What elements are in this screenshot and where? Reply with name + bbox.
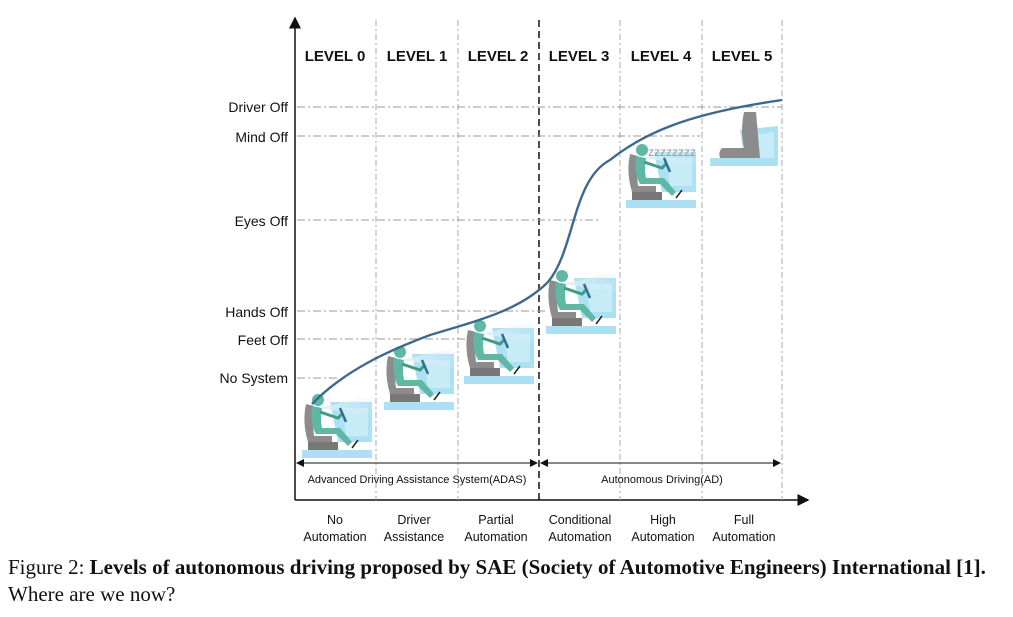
bottom-label-2-line2: Automation [464,530,527,544]
bottom-labels: No Automation Driver Assistance Partial … [303,513,775,544]
level-5-label: LEVEL 5 [712,48,773,65]
adas-span-label: Advanced Driving Assistance System(ADAS) [308,474,527,486]
caption-rest: Where are we now? [8,582,176,606]
bottom-label-4-line2: Automation [631,530,694,544]
level-3-driver-illustration [544,268,618,336]
bottom-label-3-line2: Automation [548,530,611,544]
level-4-label: LEVEL 4 [631,48,692,65]
level-3-label: LEVEL 3 [549,48,610,65]
y-label-hands-off: Hands Off [225,304,288,320]
y-label-mind-off: Mind Off [235,129,288,145]
bottom-label-2-line1: Partial [478,513,513,527]
level-1-label: LEVEL 1 [387,48,448,65]
level-2-driver-illustration [462,318,536,386]
level-1-driver-illustration [382,344,456,412]
sleep-zzz-text: zzzzzzzz [648,145,696,159]
level-5-empty-seat-illustration [710,112,778,166]
bottom-label-5-line1: Full [734,513,754,527]
bottom-label-3-line1: Conditional [549,513,612,527]
level-headers: LEVEL 0 LEVEL 1 LEVEL 2 LEVEL 3 LEVEL 4 … [305,48,773,65]
y-labels: Driver Off Mind Off Eyes Off Hands Off F… [220,99,289,386]
level-0-label: LEVEL 0 [305,48,366,65]
caption-prefix: Figure 2: [8,555,90,579]
bottom-label-0-line2: Automation [303,530,366,544]
bottom-label-0-line1: No [327,513,343,527]
ad-span-label: Autonomous Driving(AD) [601,474,723,486]
bottom-label-4-line1: High [650,513,676,527]
bottom-label-1-line1: Driver [397,513,430,527]
caption-bold: Levels of autonomous driving proposed by… [89,555,986,579]
column-dividers [375,20,783,500]
y-label-eyes-off: Eyes Off [235,213,289,229]
automation-curve [311,98,783,405]
figure-caption: Figure 2: Levels of autonomous driving p… [8,554,1008,608]
level-2-label: LEVEL 2 [468,48,529,65]
level-guides [297,106,782,379]
bottom-label-1-line2: Assistance [384,530,444,544]
bottom-label-5-line2: Automation [712,530,775,544]
y-label-driver-off: Driver Off [228,99,288,115]
y-label-no-system: No System [220,370,288,386]
y-label-feet-off: Feet Off [238,332,288,348]
